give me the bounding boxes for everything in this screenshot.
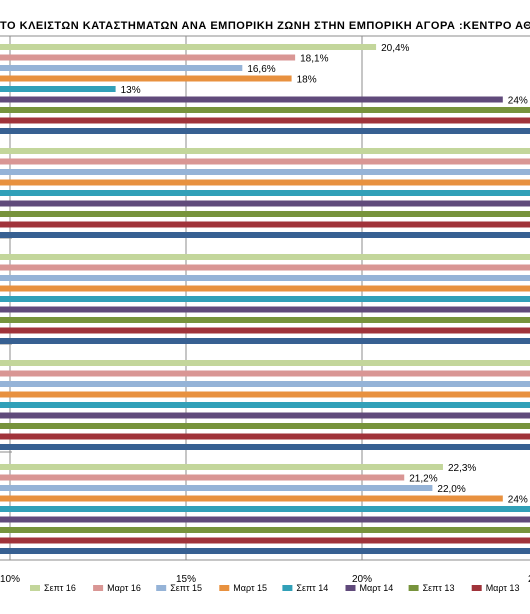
bar [0,86,116,92]
legend-swatch [471,585,482,591]
legend-label: Σεπτ 13 [423,583,455,593]
bar [0,107,530,113]
bar [0,148,530,154]
bar [0,117,530,124]
bar [0,44,377,50]
bar [0,317,530,323]
bar [0,254,530,260]
legend-label: Μαρτ 13 [486,583,520,593]
bar [0,433,530,440]
bar [0,75,292,82]
legend-swatch [93,585,104,591]
bar [0,275,530,281]
data-label: 18% [297,75,317,86]
chart-title: ΤΟ ΚΛΕΙΣΤΩΝ ΚΑΤΑΣΤΗΜΑΤΩΝ ΑΝΑ ΕΜΠΟΡΙΚΗ ΖΩ… [0,20,530,32]
data-label: 13% [121,85,141,96]
legend-swatch [156,585,167,591]
data-label: 18,1% [300,54,328,65]
bar [0,54,296,61]
legend-swatch [30,585,40,591]
bar [0,516,530,523]
bar [0,474,405,481]
bar [0,232,530,238]
bar [0,444,530,450]
bar [0,158,530,165]
legend-swatch [219,585,230,591]
x-tick-label: 25% [528,574,530,585]
legend-label: Μαρτ 15 [233,583,267,593]
bar [0,96,503,103]
bar [0,548,530,554]
data-label: 20,4% [381,43,409,54]
bar [0,169,530,175]
bar [0,402,530,408]
bar [0,296,530,302]
legend-swatch [408,585,419,591]
bar [0,464,443,470]
data-label: 22,3% [448,463,476,474]
data-label: 24% [508,495,528,506]
data-label: 21,2% [409,474,437,485]
bar [0,327,530,334]
bar [0,285,530,292]
bar [0,128,530,134]
legend-label: Μαρτ 16 [107,583,141,593]
x-tick-label: 20% [352,574,372,585]
legend-label: Σεπτ 14 [296,583,328,593]
bar [0,306,530,313]
data-label: 24% [508,96,528,107]
bar [0,537,530,544]
bar [0,200,530,207]
bar [0,527,530,533]
legend-label: Σεπτ 16 [44,583,76,593]
bar [0,485,433,491]
bar [0,221,530,228]
legend-label: Μαρτ 14 [360,583,394,593]
bar [0,506,530,512]
bar [0,381,530,387]
x-tick-label: 10% [0,574,20,585]
data-label: 22,0% [437,484,465,495]
data-label: 16,6% [247,64,275,75]
bar [0,412,530,419]
x-tick-label: 15% [176,574,196,585]
legend-label: Σεπτ 15 [170,583,202,593]
bar [0,370,530,377]
bar [0,179,530,186]
legend-swatch [345,585,356,591]
bar [0,65,243,71]
legend-swatch [282,585,293,591]
bar [0,360,530,366]
bar [0,338,530,344]
bar [0,423,530,429]
bar [0,391,530,398]
bar [0,190,530,196]
bar [0,495,503,502]
bar [0,211,530,217]
bar [0,264,530,271]
